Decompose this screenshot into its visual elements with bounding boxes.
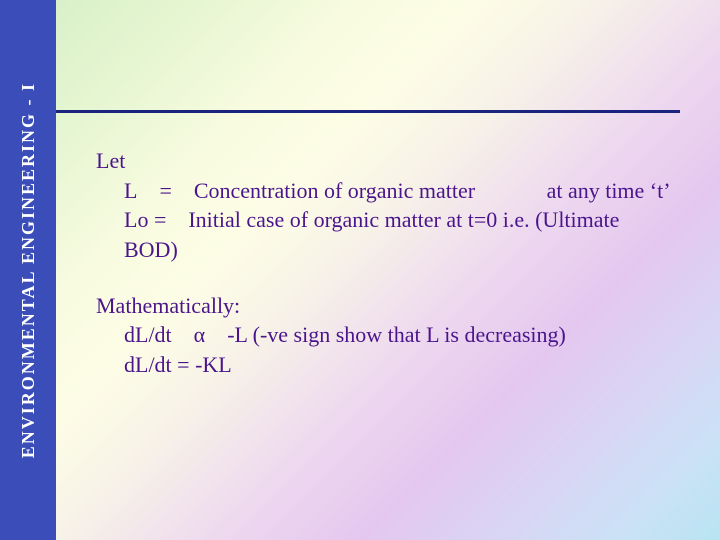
sidebar-title: ENVIRONMENTAL ENGINEERING - I — [18, 82, 39, 458]
math-block: Mathematically: dL/dt α -L (-ve sign sho… — [96, 291, 672, 380]
sidebar: ENVIRONMENTAL ENGINEERING - I — [0, 0, 56, 540]
equation-1: dL/dt α -L (-ve sign show that L is decr… — [96, 320, 672, 350]
definition-L: L = Concentration of organic matter at a… — [96, 176, 672, 206]
horizontal-rule — [56, 110, 680, 113]
math-label: Mathematically: — [96, 291, 672, 321]
main-panel: Let L = Concentration of organic matter … — [56, 0, 720, 540]
let-block: Let L = Concentration of organic matter … — [96, 146, 672, 265]
content-block: Let L = Concentration of organic matter … — [96, 146, 672, 406]
slide: ENVIRONMENTAL ENGINEERING - I Let L = Co… — [0, 0, 720, 540]
let-label: Let — [96, 146, 672, 176]
equation-2: dL/dt = -KL — [96, 350, 672, 380]
definition-Lo: Lo = Initial case of organic matter at t… — [96, 205, 672, 264]
